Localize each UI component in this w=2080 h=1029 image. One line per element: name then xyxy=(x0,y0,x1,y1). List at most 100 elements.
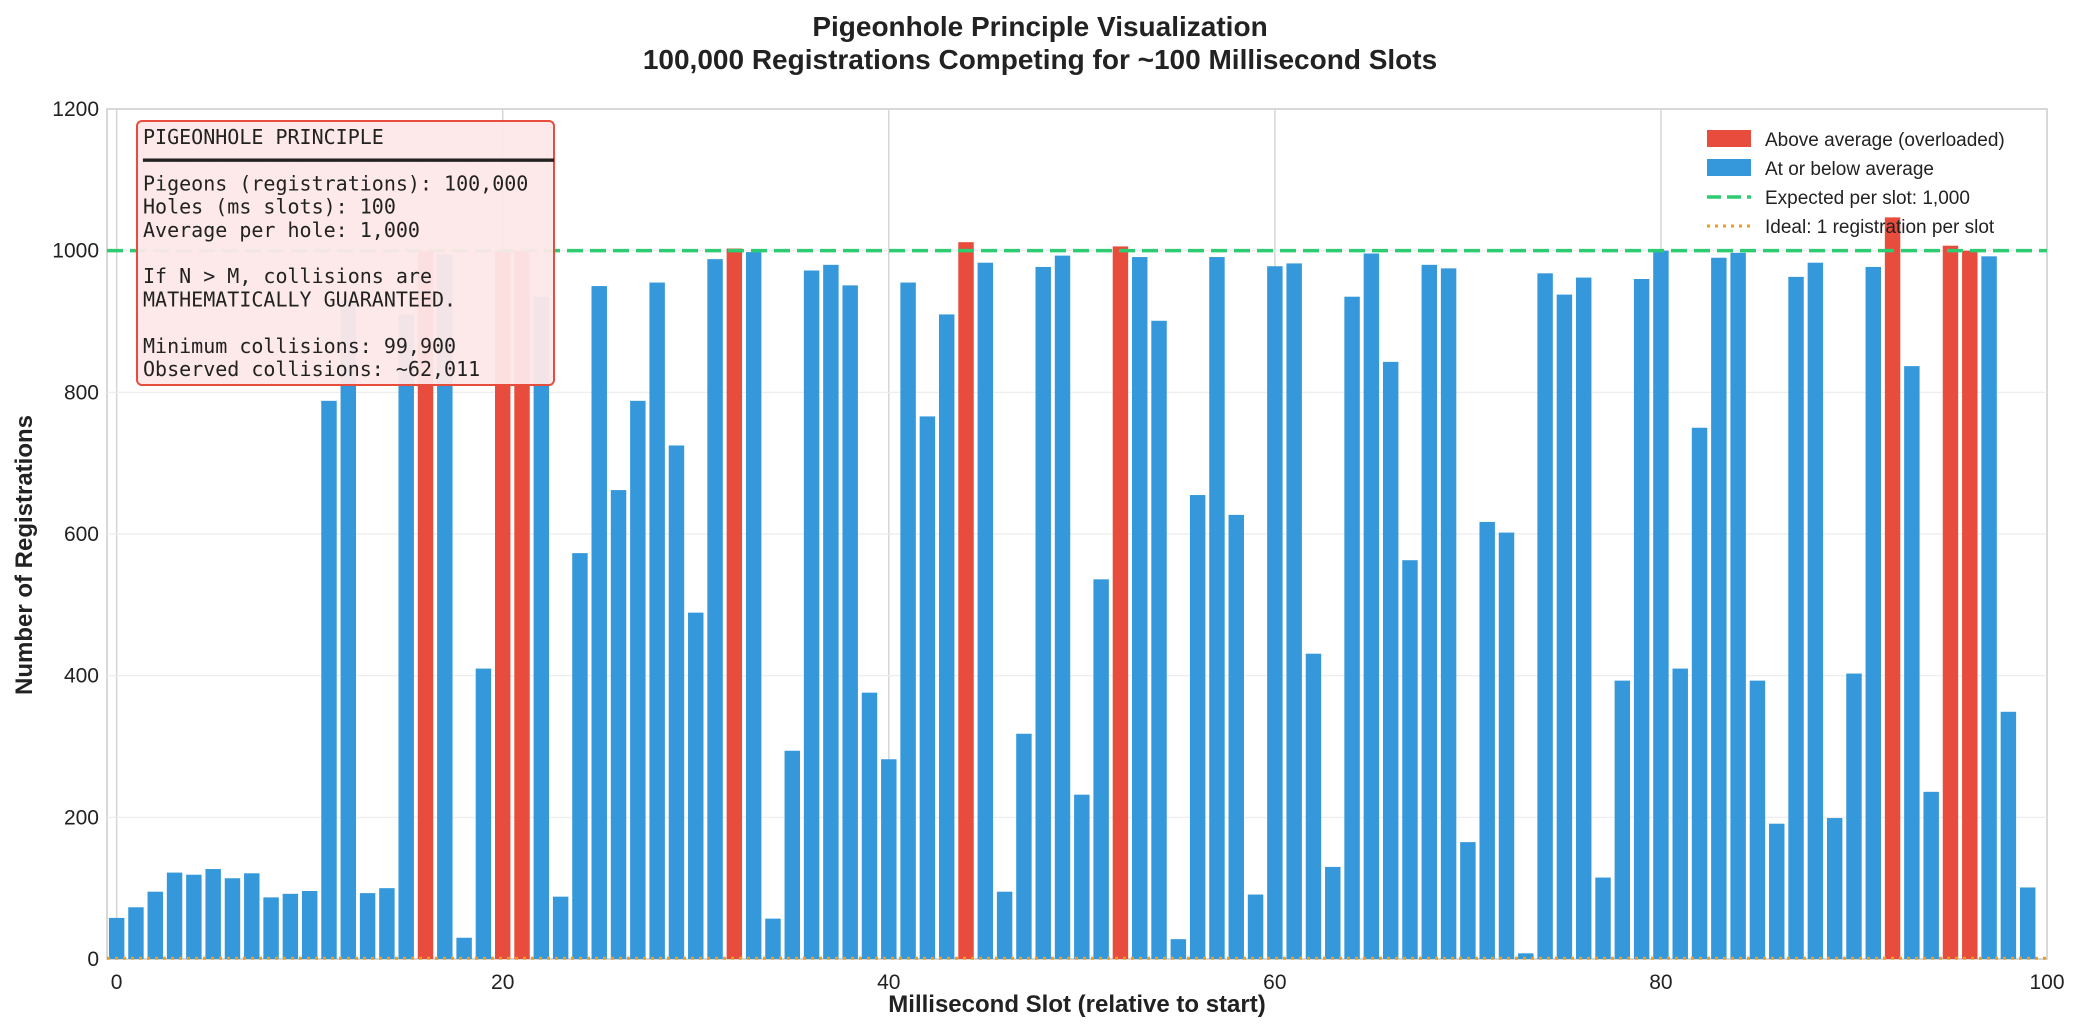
bar-below-average xyxy=(1691,427,1708,959)
bar-below-average xyxy=(1518,953,1534,959)
bar-above-average xyxy=(726,248,743,959)
bar-below-average xyxy=(745,252,762,960)
bar-below-average xyxy=(1035,266,1051,959)
bar-below-average xyxy=(881,759,897,959)
bar-below-average xyxy=(282,893,299,959)
annotation-background xyxy=(136,120,555,386)
bar-below-average xyxy=(1479,521,1495,959)
legend-swatch xyxy=(1707,159,1751,176)
annotation-line: MATHEMATICALLY GUARANTEED. xyxy=(143,287,456,311)
annotation-line: Holes (ms slots): 100 xyxy=(143,195,396,219)
legend-label: At or below average xyxy=(1765,159,1934,180)
bar-below-average xyxy=(1460,842,1476,959)
bar-below-average xyxy=(186,874,202,959)
bar-below-average xyxy=(1769,823,1785,959)
bar-below-average xyxy=(707,259,723,960)
bar-below-average xyxy=(1904,366,1920,959)
bar-below-average xyxy=(1826,818,1843,959)
legend-label: Expected per slot: 1,000 xyxy=(1765,188,1970,209)
bar-above-average xyxy=(514,250,530,959)
bar-below-average xyxy=(1363,253,1380,959)
chart-title: Pigeonhole Principle Visualization xyxy=(812,11,1267,42)
bar-below-average xyxy=(803,270,820,959)
bar-below-average xyxy=(437,254,453,960)
bar-below-average xyxy=(1170,939,1187,959)
bar-below-average xyxy=(1402,560,1418,959)
bar-below-average xyxy=(128,907,144,959)
bar-below-average xyxy=(1189,495,1206,959)
bar-below-average xyxy=(224,878,241,959)
bar-above-average xyxy=(1112,246,1129,959)
bar-below-average xyxy=(166,872,183,959)
x-tick-label: 80 xyxy=(1649,971,1672,994)
bar-below-average xyxy=(919,416,936,960)
bar-below-average xyxy=(1672,668,1688,959)
bar-below-average xyxy=(244,873,260,959)
x-tick-label: 60 xyxy=(1263,971,1286,994)
bar-below-average xyxy=(475,668,492,959)
bar-below-average xyxy=(977,262,994,959)
bar-below-average xyxy=(900,282,916,960)
bar-above-average xyxy=(1942,245,1959,960)
bar-below-average xyxy=(668,445,685,959)
bar-below-average xyxy=(147,891,163,959)
bar-below-average xyxy=(1711,257,1727,959)
bar-below-average xyxy=(1247,894,1264,959)
y-tick-label: 600 xyxy=(64,523,99,546)
bar-below-average xyxy=(552,896,569,959)
bar-below-average xyxy=(1382,361,1399,959)
y-tick-label: 400 xyxy=(64,665,99,688)
bar-below-average xyxy=(1614,680,1631,959)
bar-above-average xyxy=(958,242,974,959)
legend-label: Above average (overloaded) xyxy=(1765,130,2005,151)
bar-below-average xyxy=(1807,262,1824,959)
annotation-line: PIGEONHOLE PRINCIPLE xyxy=(143,125,384,149)
bar-below-average xyxy=(1344,296,1360,959)
bar-below-average xyxy=(263,897,279,959)
bar-below-average xyxy=(1865,266,1881,959)
bar-below-average xyxy=(2019,887,2036,959)
bar-below-average xyxy=(1981,256,1997,959)
annotation-line: If N > M, collisions are xyxy=(143,264,432,288)
y-tick-label: 800 xyxy=(64,381,99,404)
bar-below-average xyxy=(1209,257,1225,960)
bar-below-average xyxy=(1595,877,1611,959)
bar-below-average xyxy=(1093,579,1109,959)
annotation-box: PIGEONHOLE PRINCIPLE━━━━━━━━━━━━━━━━━━━━… xyxy=(136,120,555,386)
bar-below-average xyxy=(1788,276,1804,959)
x-axis-label: Millisecond Slot (relative to start) xyxy=(888,991,1265,1018)
annotation-line: Observed collisions: ~62,011 xyxy=(143,357,480,381)
y-tick-label: 1200 xyxy=(52,98,99,121)
bar-below-average xyxy=(610,490,627,959)
bar-below-average xyxy=(630,400,646,959)
bar-below-average xyxy=(1730,252,1746,959)
annotation-line: Pigeons (registrations): 100,000 xyxy=(143,171,528,195)
bar-below-average xyxy=(996,891,1013,959)
chart-subtitle: 100,000 Registrations Competing for ~100… xyxy=(643,44,1437,75)
bar-below-average xyxy=(108,917,125,959)
annotation-line: Average per hole: 1,000 xyxy=(143,218,420,242)
bars xyxy=(108,217,2036,960)
legend-label: Ideal: 1 registration per slot xyxy=(1765,217,1995,238)
x-tick-label: 100 xyxy=(2029,971,2064,994)
bar-below-average xyxy=(301,891,318,959)
bar-below-average xyxy=(340,300,357,959)
bar-below-average xyxy=(1923,791,1939,959)
bar-below-average xyxy=(1016,733,1032,959)
bar-below-average xyxy=(321,400,337,959)
bar-below-average xyxy=(205,869,221,959)
x-tick-label: 0 xyxy=(111,971,123,994)
bar-below-average xyxy=(861,692,878,959)
bar-below-average xyxy=(1132,257,1148,960)
annotation-text: PIGEONHOLE PRINCIPLE━━━━━━━━━━━━━━━━━━━━… xyxy=(142,125,554,381)
bar-below-average xyxy=(1228,514,1244,959)
legend: Above average (overloaded) At or below av… xyxy=(1707,130,2005,238)
bar-below-average xyxy=(1537,273,1553,959)
y-tick-label: 0 xyxy=(87,948,99,971)
bar-below-average xyxy=(938,314,955,960)
x-tick-label: 20 xyxy=(491,971,514,994)
annotation-line: Minimum collisions: 99,900 xyxy=(143,334,456,358)
y-axis-label: Number of Registrations xyxy=(11,415,38,695)
